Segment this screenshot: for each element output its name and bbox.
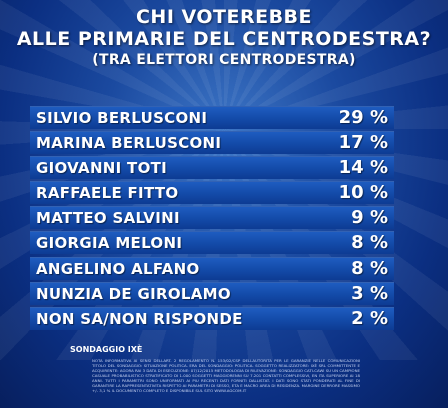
result-row: MARINA BERLUSCONI 17 % bbox=[30, 131, 394, 155]
result-row: GIORGIA MELONI 8 % bbox=[30, 231, 394, 255]
candidate-name: MATTEO SALVINI bbox=[36, 209, 180, 228]
candidate-name: NUNZIA DE GIROLAMO bbox=[36, 284, 231, 303]
result-row: RAFFAELE FITTO 10 % bbox=[30, 181, 394, 205]
candidate-percentage: 17 % bbox=[338, 132, 388, 154]
candidate-name: SILVIO BERLUSCONI bbox=[36, 109, 208, 127]
chart-title-line-2: ALLE PRIMARIE DEL CENTRODESTRA? bbox=[16, 28, 432, 50]
legal-footnote: NOTA INFORMATIVA AI SENSI DELLART. 2 REG… bbox=[92, 358, 360, 393]
candidate-percentage: 3 % bbox=[351, 282, 388, 304]
result-row: NON SA/NON RISPONDE 2 % bbox=[30, 306, 394, 330]
candidate-percentage: 29 % bbox=[338, 107, 388, 128]
results-table: SILVIO BERLUSCONI 29 % MARINA BERLUSCONI 17… bbox=[30, 106, 394, 332]
candidate-name: NON SA/NON RISPONDE bbox=[36, 309, 243, 328]
result-row: MATTEO SALVINI 9 % bbox=[30, 206, 394, 230]
candidate-name: RAFFAELE FITTO bbox=[36, 184, 179, 203]
candidate-name: ANGELINO ALFANO bbox=[36, 259, 200, 278]
candidate-name: GIORGIA MELONI bbox=[36, 234, 183, 253]
result-row: SILVIO BERLUSCONI 29 % bbox=[30, 106, 394, 129]
candidate-percentage: 8 % bbox=[351, 232, 388, 254]
chart-title-line-1: CHI VOTEREBBE bbox=[135, 6, 313, 28]
candidate-percentage: 10 % bbox=[338, 182, 388, 204]
candidate-percentage: 8 % bbox=[351, 257, 388, 279]
candidate-percentage: 14 % bbox=[338, 157, 388, 179]
poll-source: SONDAGGIO IXÈ bbox=[70, 345, 143, 354]
result-row: GIOVANNI TOTI 14 % bbox=[30, 156, 394, 180]
result-row: ANGELINO ALFANO 8 % bbox=[30, 256, 394, 280]
candidate-name: MARINA BERLUSCONI bbox=[36, 134, 222, 153]
result-row: NUNZIA DE GIROLAMO 3 % bbox=[30, 281, 394, 305]
title-block: CHI VOTEREBBE ALLE PRIMARIE DEL CENTRODE… bbox=[0, 6, 448, 69]
candidate-percentage: 9 % bbox=[351, 207, 388, 229]
candidate-name: GIOVANNI TOTI bbox=[36, 159, 168, 178]
candidate-percentage: 2 % bbox=[351, 307, 388, 329]
chart-subtitle: (TRA ELETTORI CENTRODESTRA) bbox=[92, 52, 356, 68]
